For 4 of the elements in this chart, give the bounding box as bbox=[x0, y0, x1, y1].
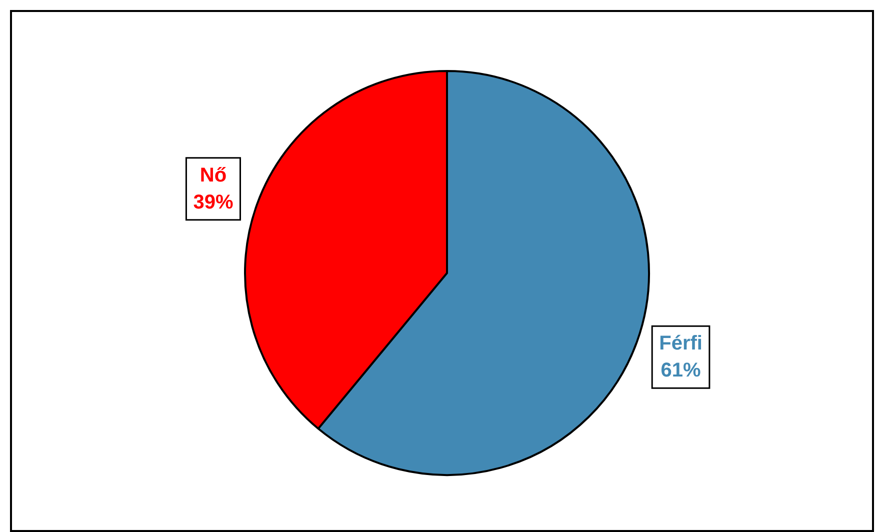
data-label: 61% bbox=[660, 360, 701, 382]
slice-label: Nő bbox=[200, 164, 227, 186]
slice-label: Férfi bbox=[659, 332, 702, 355]
data-label: 39% bbox=[193, 191, 234, 214]
